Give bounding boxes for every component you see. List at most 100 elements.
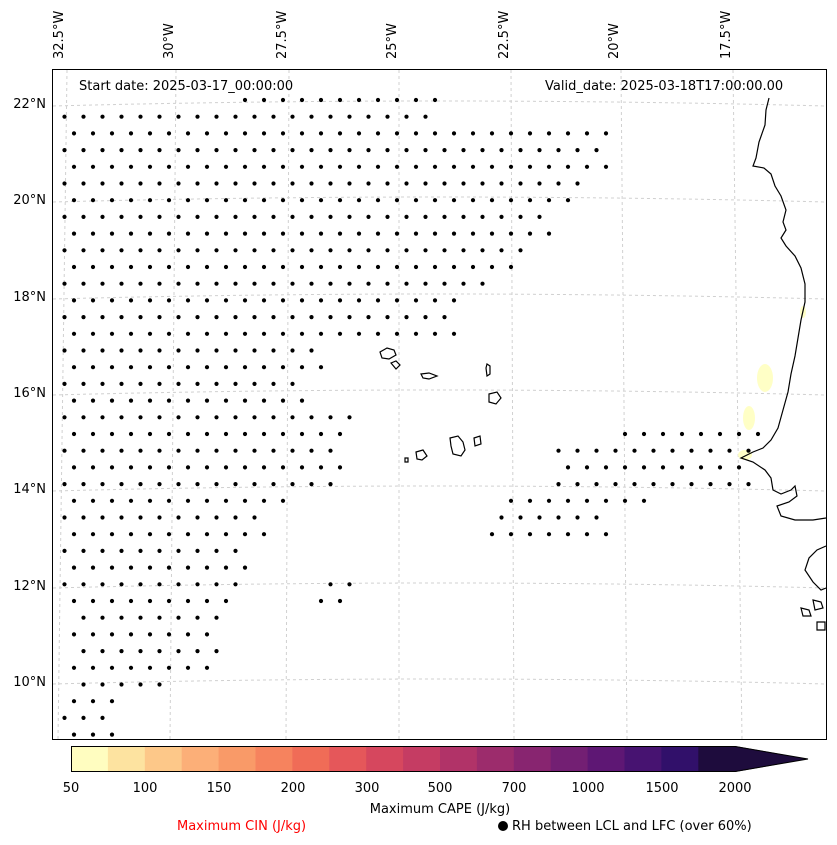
rh-dot: [157, 214, 162, 219]
rh-dot: [214, 381, 219, 386]
rh-dot: [128, 264, 134, 270]
rh-dot: [71, 732, 77, 737]
rh-dot: [90, 598, 96, 604]
rh-dot: [204, 131, 210, 136]
rh-dot: [109, 398, 115, 403]
rh-dot: [185, 465, 191, 470]
rh-dot: [223, 465, 229, 470]
rh-dot: [290, 381, 295, 386]
map-canvas[interactable]: [53, 70, 826, 739]
rh-dot: [499, 515, 504, 520]
rh-dot: [271, 482, 276, 487]
rh-dot: [451, 264, 457, 270]
rh-dot: [499, 248, 504, 253]
rh-dot: [385, 281, 390, 286]
rh-dot: [166, 565, 172, 570]
rh-dot: [71, 465, 77, 470]
rh-dot: [271, 415, 276, 420]
rh-dot: [185, 164, 191, 169]
rh-dot: [90, 164, 96, 169]
rh-dot: [176, 615, 181, 620]
rh-dot: [233, 515, 238, 520]
rh-dot: [71, 532, 77, 537]
rh-dot: [375, 231, 381, 236]
rh-dot: [81, 348, 86, 353]
rh-dot: [328, 114, 333, 119]
rh-dot: [157, 348, 162, 353]
rh-dot: [252, 148, 257, 153]
rh-dot: [176, 482, 181, 487]
rh-dot: [109, 164, 115, 169]
rh-dot: [100, 482, 105, 487]
rh-dot: [90, 231, 96, 236]
rh-dot: [128, 498, 134, 503]
rh-dot: [603, 498, 609, 503]
rh-dot: [689, 482, 694, 487]
rh-dot: [90, 431, 96, 437]
rh-dot: [185, 632, 191, 637]
africa-coastline-south: [804, 545, 826, 591]
rh-dot: [271, 448, 276, 453]
rh-dot: [204, 598, 210, 604]
rh-dot: [290, 148, 295, 153]
rh-dot: [138, 649, 143, 654]
rh-dot: [147, 565, 153, 570]
rh-dot: [280, 298, 286, 303]
rh-dot: [575, 448, 580, 453]
rh-dot: [271, 381, 276, 386]
rh-dot: [109, 298, 115, 303]
colorbar-tick-50: 50: [62, 781, 80, 796]
rh-dot: [90, 198, 96, 203]
map-panel[interactable]: Start date: 2025-03-17_00:00:00 Valid_da…: [52, 69, 827, 740]
rh-dot: [176, 415, 181, 420]
rh-dot: [185, 398, 191, 403]
rh-dot: [100, 248, 105, 253]
rh-dot: [375, 198, 381, 203]
rh-dot: [233, 482, 238, 487]
rh-dot: [318, 331, 324, 336]
rh-dot: [62, 715, 67, 721]
rh-dot: [356, 331, 362, 336]
rh-dot: [413, 131, 419, 136]
rh-dot: [755, 431, 761, 437]
rh-dot: [166, 632, 172, 637]
rh-dot: [147, 298, 153, 303]
rh-dot: [166, 231, 172, 236]
rh-dot: [62, 381, 67, 386]
rh-dot: [81, 582, 86, 587]
rh-dot: [404, 214, 409, 219]
rh-dot: [261, 431, 267, 437]
rh-dot: [71, 699, 77, 704]
rh-dot: [138, 114, 143, 119]
rh-dot: [214, 548, 219, 553]
rh-dot: [185, 598, 191, 604]
rh-dot: [195, 315, 200, 320]
rh-dot: [451, 231, 457, 236]
rh-dot: [214, 281, 219, 286]
rh-dot: [138, 348, 143, 353]
rh-dot: [290, 281, 295, 286]
rh-dot: [166, 164, 172, 169]
rh-dot: [309, 281, 314, 286]
cape-verde-santiago: [449, 435, 466, 457]
lon-label-20w: 20°W: [607, 23, 622, 59]
rh-dot: [242, 198, 248, 203]
rh-dot: [299, 431, 305, 437]
rh-dot: [280, 331, 286, 336]
rh-dot: [594, 448, 599, 453]
rh-dot: [233, 348, 238, 353]
bissagos-islands: [800, 599, 826, 631]
rh-dot: [71, 632, 77, 637]
rh-dot: [166, 264, 172, 270]
rh-dot: [223, 298, 229, 303]
rh-dot: [575, 148, 580, 153]
rh-dot: [556, 448, 561, 453]
rh-dot: [480, 214, 485, 219]
rh-dot: [214, 348, 219, 353]
rh-dot: [689, 448, 694, 453]
rh-dot: [138, 181, 143, 186]
rh-dot: [119, 615, 124, 620]
rh-dot: [81, 515, 86, 520]
rh-dot: [128, 198, 134, 203]
rh-dot: [584, 131, 590, 136]
